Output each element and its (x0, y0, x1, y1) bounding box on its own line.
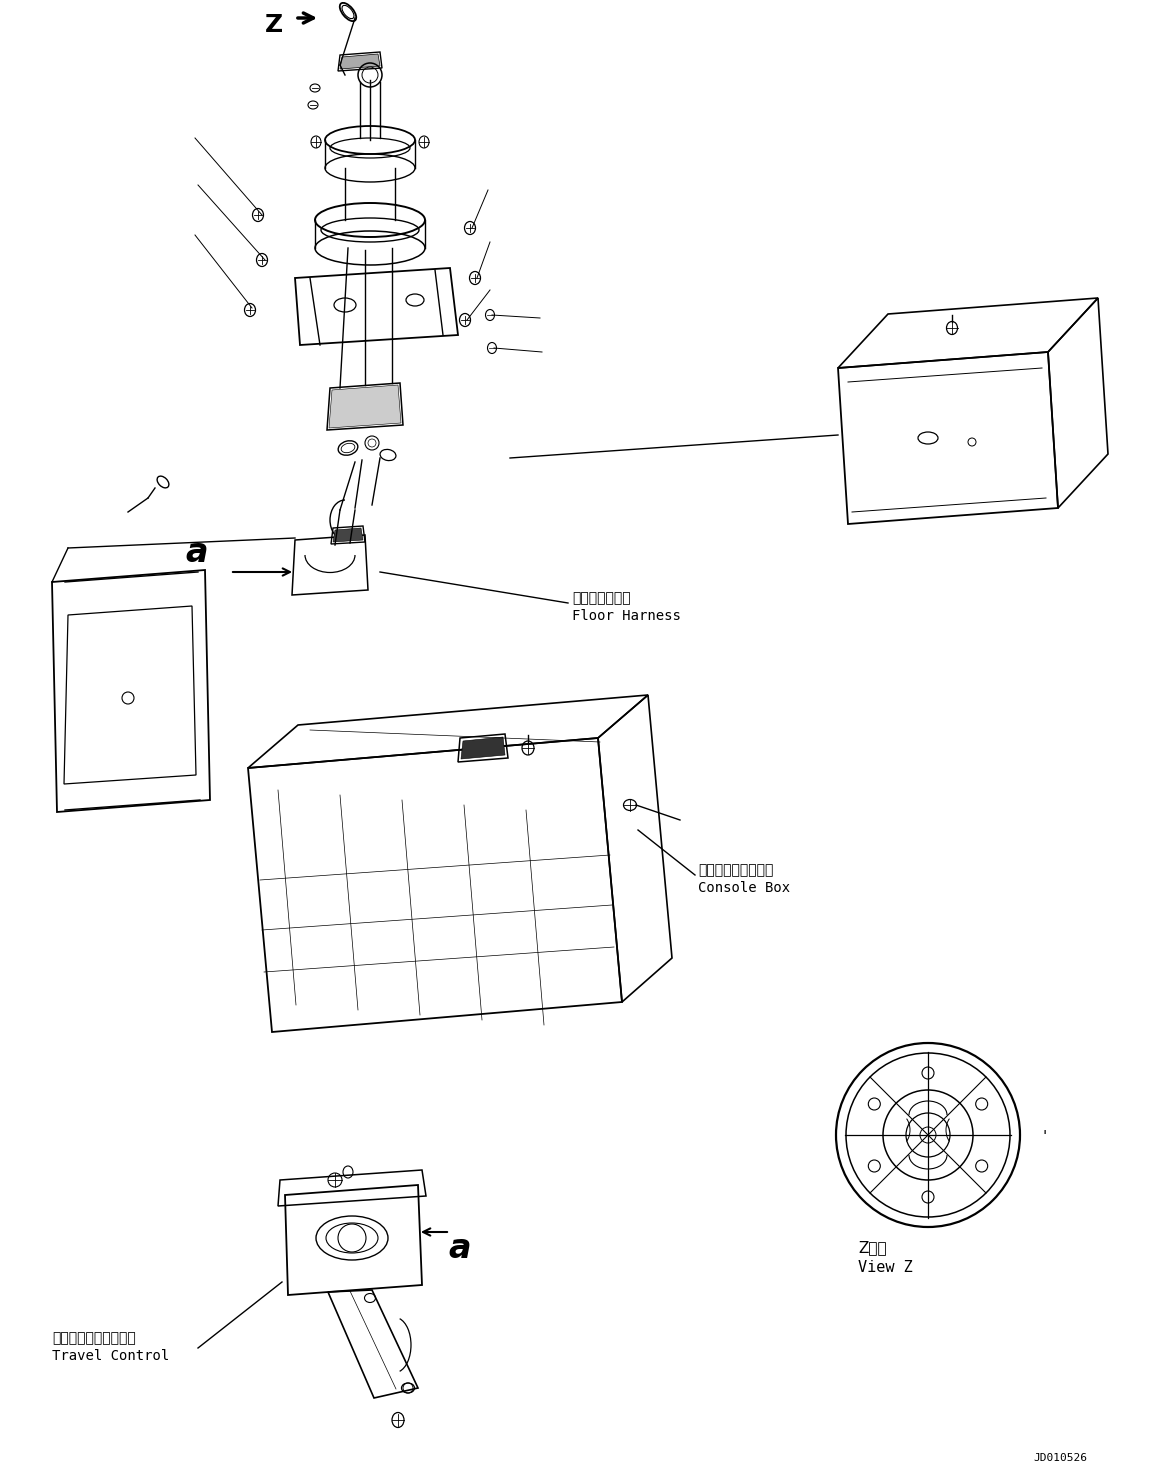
Text: Z　視: Z 視 (858, 1241, 887, 1256)
Text: Travel Control: Travel Control (52, 1349, 169, 1363)
Text: View Z: View Z (858, 1259, 913, 1275)
Text: トラベルコントロール: トラベルコントロール (52, 1331, 136, 1345)
Text: フロアハーネス: フロアハーネス (572, 591, 631, 606)
Polygon shape (340, 53, 380, 70)
Text: a: a (449, 1232, 470, 1265)
Text: JD010526: JD010526 (1033, 1453, 1087, 1463)
Text: Floor Harness: Floor Harness (572, 609, 681, 624)
Text: Z: Z (265, 13, 284, 37)
Polygon shape (329, 385, 401, 428)
Text: a: a (184, 536, 208, 569)
Polygon shape (461, 738, 505, 758)
Text: Console Box: Console Box (698, 881, 790, 895)
Polygon shape (333, 529, 363, 542)
Text: コンソールボックス: コンソールボックス (698, 863, 774, 877)
Text: ': ' (1042, 1130, 1046, 1145)
